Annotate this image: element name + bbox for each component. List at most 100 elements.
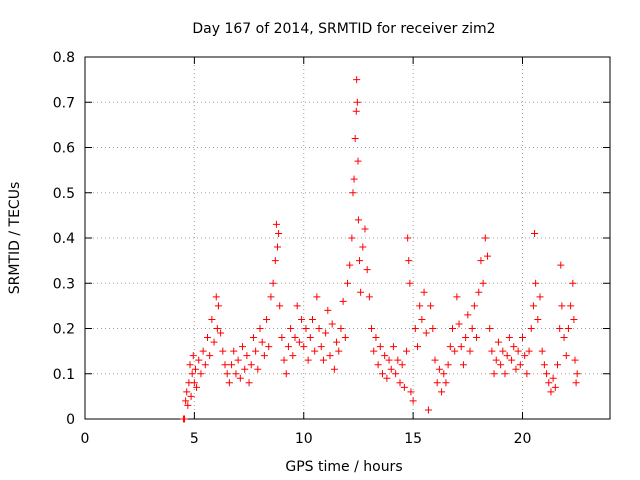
data-point — [389, 343, 397, 351]
data-point — [418, 315, 426, 323]
data-point — [263, 315, 271, 323]
data-point — [551, 383, 559, 391]
data-point — [256, 325, 264, 332]
data-point — [536, 293, 544, 301]
y-tick-label: 0.5 — [53, 186, 75, 202]
data-point — [337, 325, 345, 332]
data-point — [234, 356, 242, 364]
chart-title: Day 167 of 2014, SRMTID for receiver zim… — [192, 21, 495, 37]
y-tick-label: 0.2 — [53, 322, 75, 338]
data-point — [490, 370, 498, 378]
data-point — [187, 392, 195, 400]
data-point — [422, 329, 430, 337]
data-point — [444, 361, 452, 369]
data-point — [363, 266, 371, 274]
data-point — [258, 338, 266, 346]
data-point — [271, 257, 279, 265]
data-point — [433, 379, 441, 387]
data-point — [291, 334, 299, 342]
data-point — [557, 261, 565, 269]
data-point — [183, 388, 191, 396]
data-point — [519, 334, 526, 342]
data-point — [420, 288, 428, 296]
data-point — [223, 370, 231, 378]
data-point — [315, 325, 323, 332]
y-tick-label: 0.8 — [53, 50, 75, 66]
data-point — [499, 347, 507, 355]
data-point — [272, 220, 280, 228]
data-point — [370, 347, 378, 355]
data-point — [304, 356, 312, 364]
data-point — [206, 352, 214, 360]
data-point — [394, 356, 402, 364]
data-point — [564, 325, 572, 332]
data-point — [217, 329, 225, 337]
data-point — [527, 325, 535, 332]
data-point — [293, 302, 301, 310]
x-tick-label: 10 — [295, 431, 313, 447]
data-point — [239, 343, 246, 351]
x-tick-label: 5 — [190, 431, 199, 447]
data-point — [416, 302, 424, 310]
data-point — [525, 347, 533, 355]
data-point — [267, 293, 275, 301]
data-point — [184, 401, 192, 409]
data-point — [298, 315, 306, 323]
data-point — [219, 347, 227, 355]
data-point — [344, 279, 351, 287]
data-point — [570, 315, 578, 323]
data-point — [328, 320, 336, 328]
data-point — [473, 334, 481, 342]
data-point — [379, 370, 386, 378]
data-point — [543, 370, 551, 378]
data-point — [356, 257, 364, 265]
data-point — [335, 347, 343, 355]
data-point — [247, 361, 255, 369]
data-point — [374, 361, 382, 369]
data-point — [245, 379, 253, 387]
data-point — [459, 361, 467, 369]
data-point — [392, 370, 400, 378]
data-point — [531, 229, 539, 237]
data-point — [549, 374, 557, 382]
data-point — [405, 257, 413, 265]
data-point — [188, 370, 196, 378]
data-point — [538, 347, 546, 355]
data-point — [484, 252, 491, 260]
data-point — [193, 383, 201, 391]
data-point — [562, 352, 570, 360]
data-point — [414, 343, 421, 351]
y-tick-label: 0.4 — [53, 231, 75, 247]
data-point — [341, 334, 349, 342]
data-point — [427, 302, 435, 310]
data-point — [514, 347, 522, 355]
data-point — [284, 343, 292, 351]
data-point — [567, 302, 575, 310]
data-point — [276, 302, 284, 310]
data-point — [505, 334, 513, 342]
data-point — [313, 293, 321, 301]
data-point — [352, 107, 360, 115]
data-point — [424, 406, 432, 414]
data-point — [201, 361, 209, 369]
data-point — [349, 189, 357, 197]
data-point — [236, 374, 244, 382]
data-point — [534, 315, 542, 323]
data-point — [232, 370, 240, 378]
data-point — [326, 352, 334, 360]
data-point — [213, 325, 221, 332]
data-point — [404, 234, 412, 242]
data-point — [503, 352, 511, 360]
data-point — [501, 370, 509, 378]
data-point — [556, 325, 564, 332]
data-point — [309, 315, 316, 323]
data-point — [385, 356, 393, 364]
data-point — [516, 361, 524, 369]
data-point — [510, 343, 518, 351]
data-point — [353, 76, 361, 84]
data-point — [351, 134, 359, 142]
data-point — [407, 388, 415, 396]
data-point — [330, 365, 338, 373]
data-point — [365, 293, 373, 301]
